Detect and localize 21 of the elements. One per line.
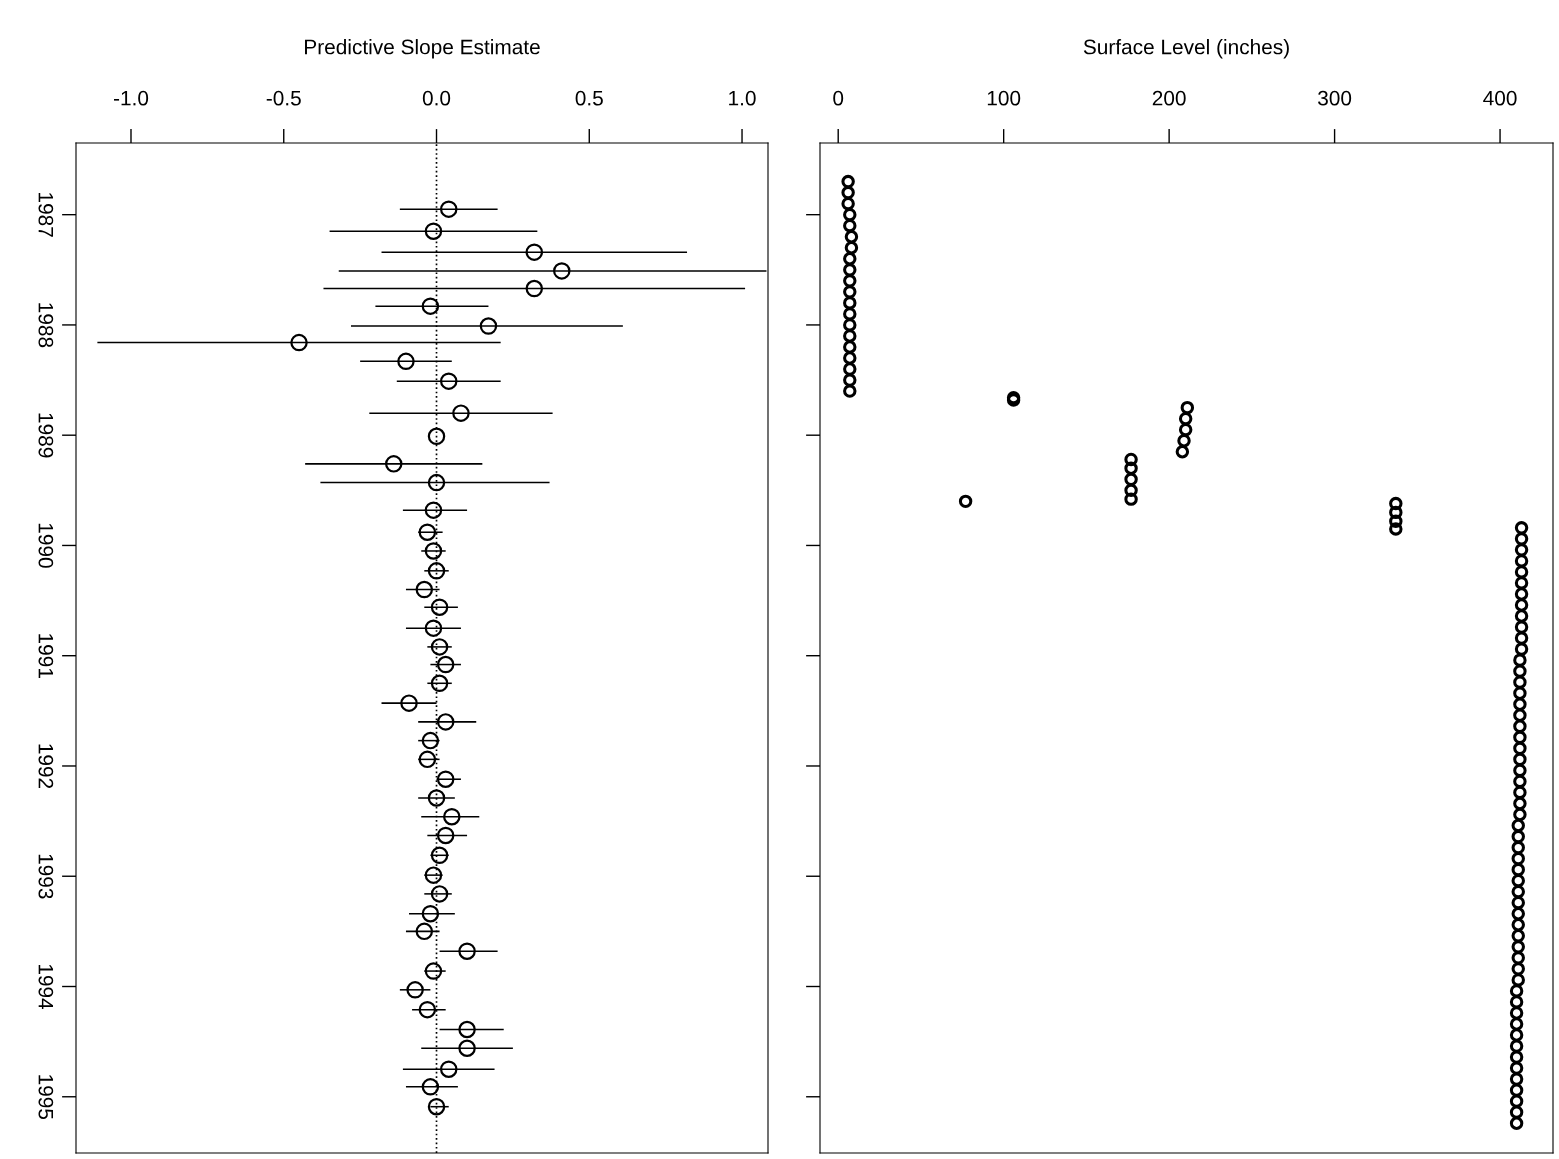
- x-axis-title: Surface Level (inches): [1083, 39, 1289, 59]
- x-tick-label: 200: [1152, 90, 1186, 106]
- x-axis-title: Predictive Slope Estimate: [305, 39, 540, 59]
- y-tick-label: 1995: [38, 1075, 54, 1120]
- x-tick-label: 1.0: [729, 90, 756, 106]
- x-tick-label: 100: [987, 90, 1021, 106]
- x-tick-label: 0.0: [422, 90, 451, 106]
- y-tick-label: 1994: [38, 964, 54, 1010]
- y-tick-label: 1990: [38, 523, 54, 568]
- x-tick-label: 400: [1483, 90, 1517, 106]
- x-tick-label: 0.5: [575, 90, 603, 106]
- x-tick-label: -1.0: [113, 90, 149, 106]
- x-tick-label: 0: [833, 90, 844, 106]
- y-tick-label: 1989: [38, 413, 54, 458]
- y-tick-label: 1987: [38, 193, 54, 237]
- y-tick-label: 1991: [38, 634, 54, 678]
- x-tick-label: -0.5: [266, 90, 301, 106]
- x-tick-label: 300: [1318, 90, 1352, 106]
- y-tick-label: 1992: [38, 744, 54, 789]
- y-tick-label: 1988: [38, 303, 54, 348]
- y-tick-label: 1993: [38, 854, 54, 899]
